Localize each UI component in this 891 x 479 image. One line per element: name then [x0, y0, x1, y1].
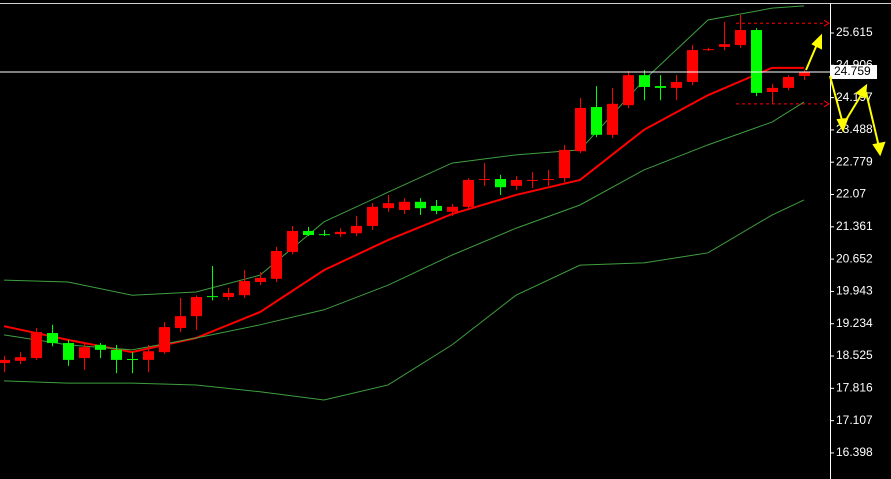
candle-body	[607, 103, 618, 135]
y-tick-label: 17.816	[836, 381, 873, 395]
indicator-line	[3, 66, 804, 354]
last-price-label: 24.759	[834, 64, 871, 78]
candle-body	[591, 107, 602, 135]
candle-body	[447, 206, 458, 212]
candle-body	[415, 201, 426, 209]
arrow	[829, 75, 844, 125]
candle-body	[751, 30, 762, 93]
candle-body	[223, 292, 234, 298]
candle-body	[191, 297, 202, 317]
candle-body	[95, 344, 106, 350]
candle-body	[543, 179, 554, 181]
candle-body	[143, 351, 154, 360]
candle-body	[559, 149, 570, 179]
y-tick-label: 25.615	[836, 25, 873, 39]
y-tick-label: 22.779	[836, 154, 873, 168]
candle-body	[687, 50, 698, 82]
candle-body	[271, 251, 282, 279]
arrow-head	[811, 33, 822, 50]
candle-body	[575, 107, 586, 152]
arrow	[865, 91, 880, 148]
candle-body	[367, 206, 378, 226]
candle-body	[47, 333, 58, 344]
arrow	[805, 41, 819, 71]
candle-body	[431, 205, 442, 211]
candle-body	[303, 230, 314, 236]
y-tick-label: 19.943	[836, 284, 873, 298]
candle-body	[239, 281, 250, 296]
candle-body	[703, 49, 714, 51]
arrow-head	[855, 83, 868, 99]
candle-body	[0, 359, 10, 364]
candle-body	[639, 75, 650, 87]
candle-body	[527, 179, 538, 181]
candle-body	[799, 71, 810, 77]
candle-body	[399, 201, 410, 210]
arrow-head	[872, 141, 886, 157]
candle-body	[479, 179, 490, 181]
candle-body	[79, 347, 90, 359]
indicator-line	[3, 199, 805, 401]
last-price-box	[831, 64, 877, 79]
candle-body	[255, 277, 266, 282]
y-tick-label: 18.525	[836, 348, 873, 362]
candle-body	[719, 44, 730, 47]
y-tick-label: 17.107	[836, 413, 873, 427]
candle-body	[207, 296, 218, 298]
y-tick-label: 20.652	[836, 251, 873, 265]
arrow-head	[836, 117, 849, 133]
candle-body	[15, 357, 26, 361]
plot-area	[0, 5, 830, 401]
candle-body	[127, 358, 138, 360]
indicator-line	[3, 101, 805, 351]
y-tick-label: 16.398	[836, 445, 873, 459]
candle-body	[495, 179, 506, 188]
candle-body	[335, 231, 346, 235]
price-axis: 25.61524.90624.19723.48822.77922.0721.36…	[830, 25, 877, 459]
candle-body	[383, 203, 394, 209]
candle-body	[159, 327, 170, 353]
candle-body	[623, 75, 634, 106]
y-tick-label: 19.234	[836, 316, 873, 330]
candle-body	[111, 349, 122, 360]
candle-body	[767, 87, 778, 92]
arrow	[845, 91, 864, 121]
candle-body	[511, 179, 522, 186]
candle-body	[351, 225, 362, 234]
candle-body	[735, 30, 746, 46]
indicator-line	[3, 5, 805, 296]
y-tick-label: 22.07	[836, 187, 866, 201]
candle-body	[287, 230, 298, 252]
level-arrow	[823, 100, 830, 108]
candle-body	[175, 316, 186, 329]
candle-body	[655, 86, 666, 88]
candle-body	[31, 332, 42, 359]
candle-body	[63, 343, 74, 360]
candle-body	[671, 81, 682, 88]
level-arrow	[823, 19, 830, 27]
candle-body	[463, 179, 474, 207]
y-tick-label: 21.361	[836, 219, 873, 233]
candle-body	[319, 234, 330, 236]
candle-body	[783, 76, 794, 88]
drawn-arrows	[805, 33, 886, 157]
